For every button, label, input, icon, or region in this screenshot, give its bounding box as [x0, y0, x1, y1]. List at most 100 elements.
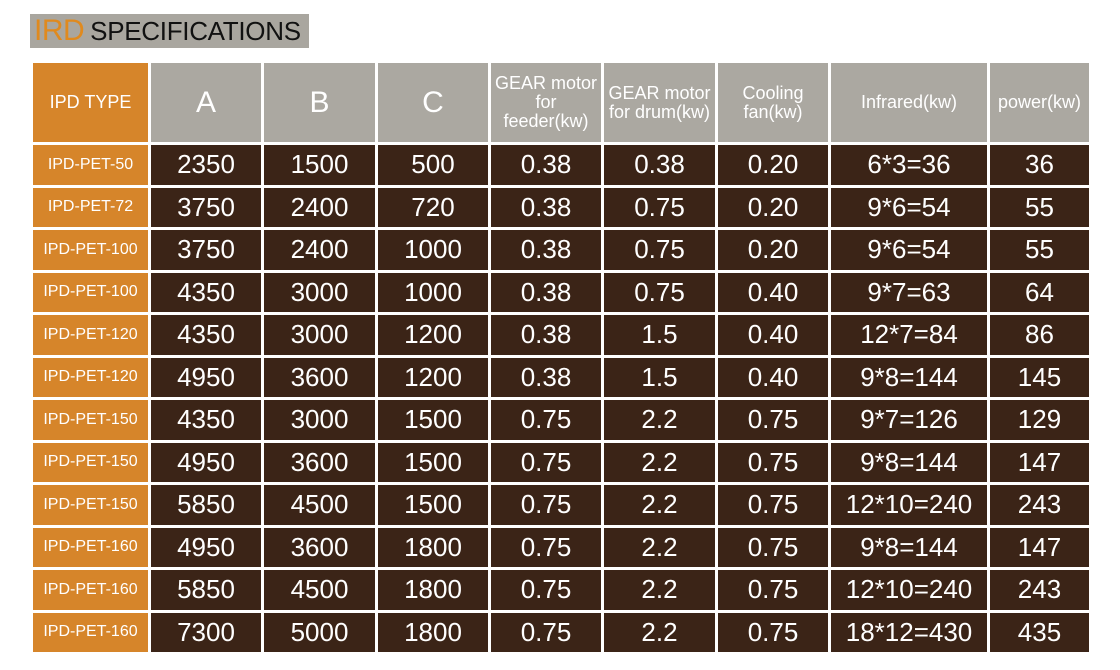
value-cell: 2.2	[604, 485, 715, 525]
value-cell: 0.38	[491, 272, 601, 312]
value-cell: 1000	[378, 272, 488, 312]
value-cell: 1500	[378, 485, 488, 525]
value-cell: 0.38	[491, 187, 601, 227]
column-header-cooling-fan: Cooling fan(kw)	[718, 63, 828, 142]
value-cell: 0.75	[604, 187, 715, 227]
value-cell: 0.75	[718, 570, 828, 610]
table-row: IPD-PET-160 4950 3600 1800 0.75 2.2 0.75 9*8=14…	[33, 527, 1089, 567]
value-cell: 4500	[264, 485, 375, 525]
value-cell: 3000	[264, 315, 375, 355]
value-cell: 2.2	[604, 527, 715, 567]
value-cell: 0.75	[491, 442, 601, 482]
value-cell: 55	[990, 230, 1089, 270]
value-cell: 12*10=240	[831, 485, 987, 525]
column-header-drum-motor: GEAR motor for drum(kw)	[604, 63, 715, 142]
table-row: IPD-PET-150 4950 3600 1500 0.75 2.2 0.75 9*8=14…	[33, 442, 1089, 482]
type-column-header: IPD TYPE	[33, 63, 148, 142]
table-row: IPD-PET-100 3750 2400 1000 0.38 0.75 0.20 9*6=5…	[33, 230, 1089, 270]
value-cell: 3600	[264, 527, 375, 567]
value-cell: 5850	[151, 570, 261, 610]
value-cell: 9*8=144	[831, 527, 987, 567]
value-cell: 1.5	[604, 315, 715, 355]
model-type-cell: IPD-PET-100	[33, 272, 148, 312]
value-cell: 0.75	[491, 612, 601, 652]
header-row: IPD TYPE A B C GEAR motor for feeder(kw)…	[33, 63, 1089, 142]
value-cell: 4500	[264, 570, 375, 610]
model-type-cell: IPD-PET-100	[33, 230, 148, 270]
value-cell: 0.38	[491, 230, 601, 270]
value-cell: 147	[990, 442, 1089, 482]
table-row: IPD-PET-160 5850 4500 1800 0.75 2.2 0.75 12*10=…	[33, 570, 1089, 610]
column-header-feeder-motor: GEAR motor for feeder(kw)	[491, 63, 601, 142]
value-cell: 3000	[264, 400, 375, 440]
value-cell: 3750	[151, 230, 261, 270]
table-row: IPD-PET-72 3750 2400 720 0.38 0.75 0.20 9*6=54 5…	[33, 187, 1089, 227]
value-cell: 1200	[378, 315, 488, 355]
value-cell: 0.75	[491, 570, 601, 610]
value-cell: 147	[990, 527, 1089, 567]
value-cell: 12*10=240	[831, 570, 987, 610]
value-cell: 4350	[151, 400, 261, 440]
value-cell: 0.38	[491, 145, 601, 185]
value-cell: 1800	[378, 527, 488, 567]
model-type-cell: IPD-PET-50	[33, 145, 148, 185]
specifications-table: IPD TYPE A B C GEAR motor for feeder(kw)…	[30, 60, 1092, 655]
value-cell: 18*12=430	[831, 612, 987, 652]
value-cell: 0.75	[718, 612, 828, 652]
value-cell: 9*7=63	[831, 272, 987, 312]
value-cell: 1800	[378, 570, 488, 610]
value-cell: 0.38	[604, 145, 715, 185]
value-cell: 0.75	[491, 400, 601, 440]
value-cell: 0.20	[718, 187, 828, 227]
value-cell: 5000	[264, 612, 375, 652]
value-cell: 4950	[151, 357, 261, 397]
table-row: IPD-PET-120 4350 3000 1200 0.38 1.5 0.40 12*7=8…	[33, 315, 1089, 355]
table-body: IPD-PET-50 2350 1500 500 0.38 0.38 0.20 6*3=36 3…	[33, 145, 1089, 652]
value-cell: 1.5	[604, 357, 715, 397]
value-cell: 9*6=54	[831, 187, 987, 227]
value-cell: 2.2	[604, 442, 715, 482]
value-cell: 500	[378, 145, 488, 185]
value-cell: 145	[990, 357, 1089, 397]
value-cell: 0.38	[491, 357, 601, 397]
value-cell: 5850	[151, 485, 261, 525]
value-cell: 1800	[378, 612, 488, 652]
value-cell: 9*8=144	[831, 442, 987, 482]
value-cell: 2350	[151, 145, 261, 185]
model-type-cell: IPD-PET-150	[33, 442, 148, 482]
column-header-power: power(kw)	[990, 63, 1089, 142]
column-header-infrared: Infrared(kw)	[831, 63, 987, 142]
value-cell: 2400	[264, 230, 375, 270]
table-row: IPD-PET-150 4350 3000 1500 0.75 2.2 0.75 9*7=12…	[33, 400, 1089, 440]
value-cell: 720	[378, 187, 488, 227]
model-type-cell: IPD-PET-150	[33, 400, 148, 440]
value-cell: 0.75	[491, 485, 601, 525]
value-cell: 0.75	[604, 272, 715, 312]
model-type-cell: IPD-PET-160	[33, 570, 148, 610]
value-cell: 1000	[378, 230, 488, 270]
value-cell: 2.2	[604, 612, 715, 652]
value-cell: 3600	[264, 442, 375, 482]
value-cell: 243	[990, 485, 1089, 525]
value-cell: 0.75	[491, 527, 601, 567]
value-cell: 129	[990, 400, 1089, 440]
title-main: SPECIFICATIONS	[90, 16, 301, 46]
value-cell: 3750	[151, 187, 261, 227]
value-cell: 4950	[151, 527, 261, 567]
value-cell: 0.75	[718, 400, 828, 440]
column-header-a: A	[151, 63, 261, 142]
value-cell: 9*6=54	[831, 230, 987, 270]
value-cell: 0.40	[718, 272, 828, 312]
value-cell: 55	[990, 187, 1089, 227]
value-cell: 435	[990, 612, 1089, 652]
model-type-cell: IPD-PET-160	[33, 527, 148, 567]
value-cell: 3600	[264, 357, 375, 397]
table-row: IPD-PET-120 4950 3600 1200 0.38 1.5 0.40 9*8=14…	[33, 357, 1089, 397]
model-type-cell: IPD-PET-120	[33, 315, 148, 355]
value-cell: 86	[990, 315, 1089, 355]
value-cell: 4950	[151, 442, 261, 482]
column-header-c: C	[378, 63, 488, 142]
value-cell: 0.75	[718, 442, 828, 482]
value-cell: 1500	[264, 145, 375, 185]
value-cell: 4350	[151, 272, 261, 312]
